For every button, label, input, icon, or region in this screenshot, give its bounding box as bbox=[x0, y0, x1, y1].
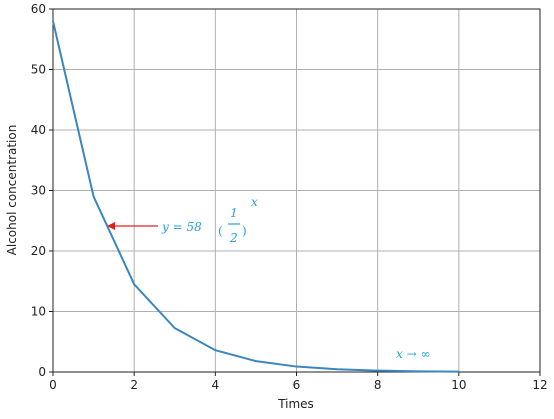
paren: ( bbox=[218, 224, 223, 238]
formula-lhs: y = 58 bbox=[161, 220, 202, 234]
x-tick-label: 6 bbox=[293, 378, 301, 392]
plot-frame bbox=[52, 8, 541, 373]
x-axis-label: Times bbox=[277, 397, 314, 411]
y-tick-label: 10 bbox=[31, 305, 46, 319]
y-axis-label: Alcohol concentration bbox=[5, 125, 19, 256]
data-line bbox=[52, 20, 459, 373]
formula-denominator: 2 bbox=[229, 231, 238, 245]
y-tick-label: 50 bbox=[31, 63, 46, 77]
formula-annotation: y = 58 ( 1 2 ) x x → ∞ bbox=[161, 195, 430, 361]
formula-exponent: x bbox=[251, 195, 258, 209]
y-tick-label: 20 bbox=[31, 244, 46, 258]
x-tick-label: 0 bbox=[49, 378, 57, 392]
x-tick-label: 8 bbox=[374, 378, 382, 392]
y-tick-label: 0 bbox=[38, 365, 46, 379]
arrowhead bbox=[107, 222, 115, 230]
x-tick-label: 10 bbox=[451, 378, 466, 392]
x-tick-label: 4 bbox=[212, 378, 220, 392]
y-tick-label: 60 bbox=[31, 2, 46, 16]
formula-numerator: 1 bbox=[230, 206, 238, 220]
limit-annotation: x → ∞ bbox=[396, 347, 430, 361]
y-tick-label: 30 bbox=[31, 184, 46, 198]
paren: ) bbox=[242, 224, 247, 238]
y-tick-label: 40 bbox=[31, 123, 46, 137]
x-tick-label: 12 bbox=[532, 378, 547, 392]
x-tick-label: 2 bbox=[130, 378, 138, 392]
